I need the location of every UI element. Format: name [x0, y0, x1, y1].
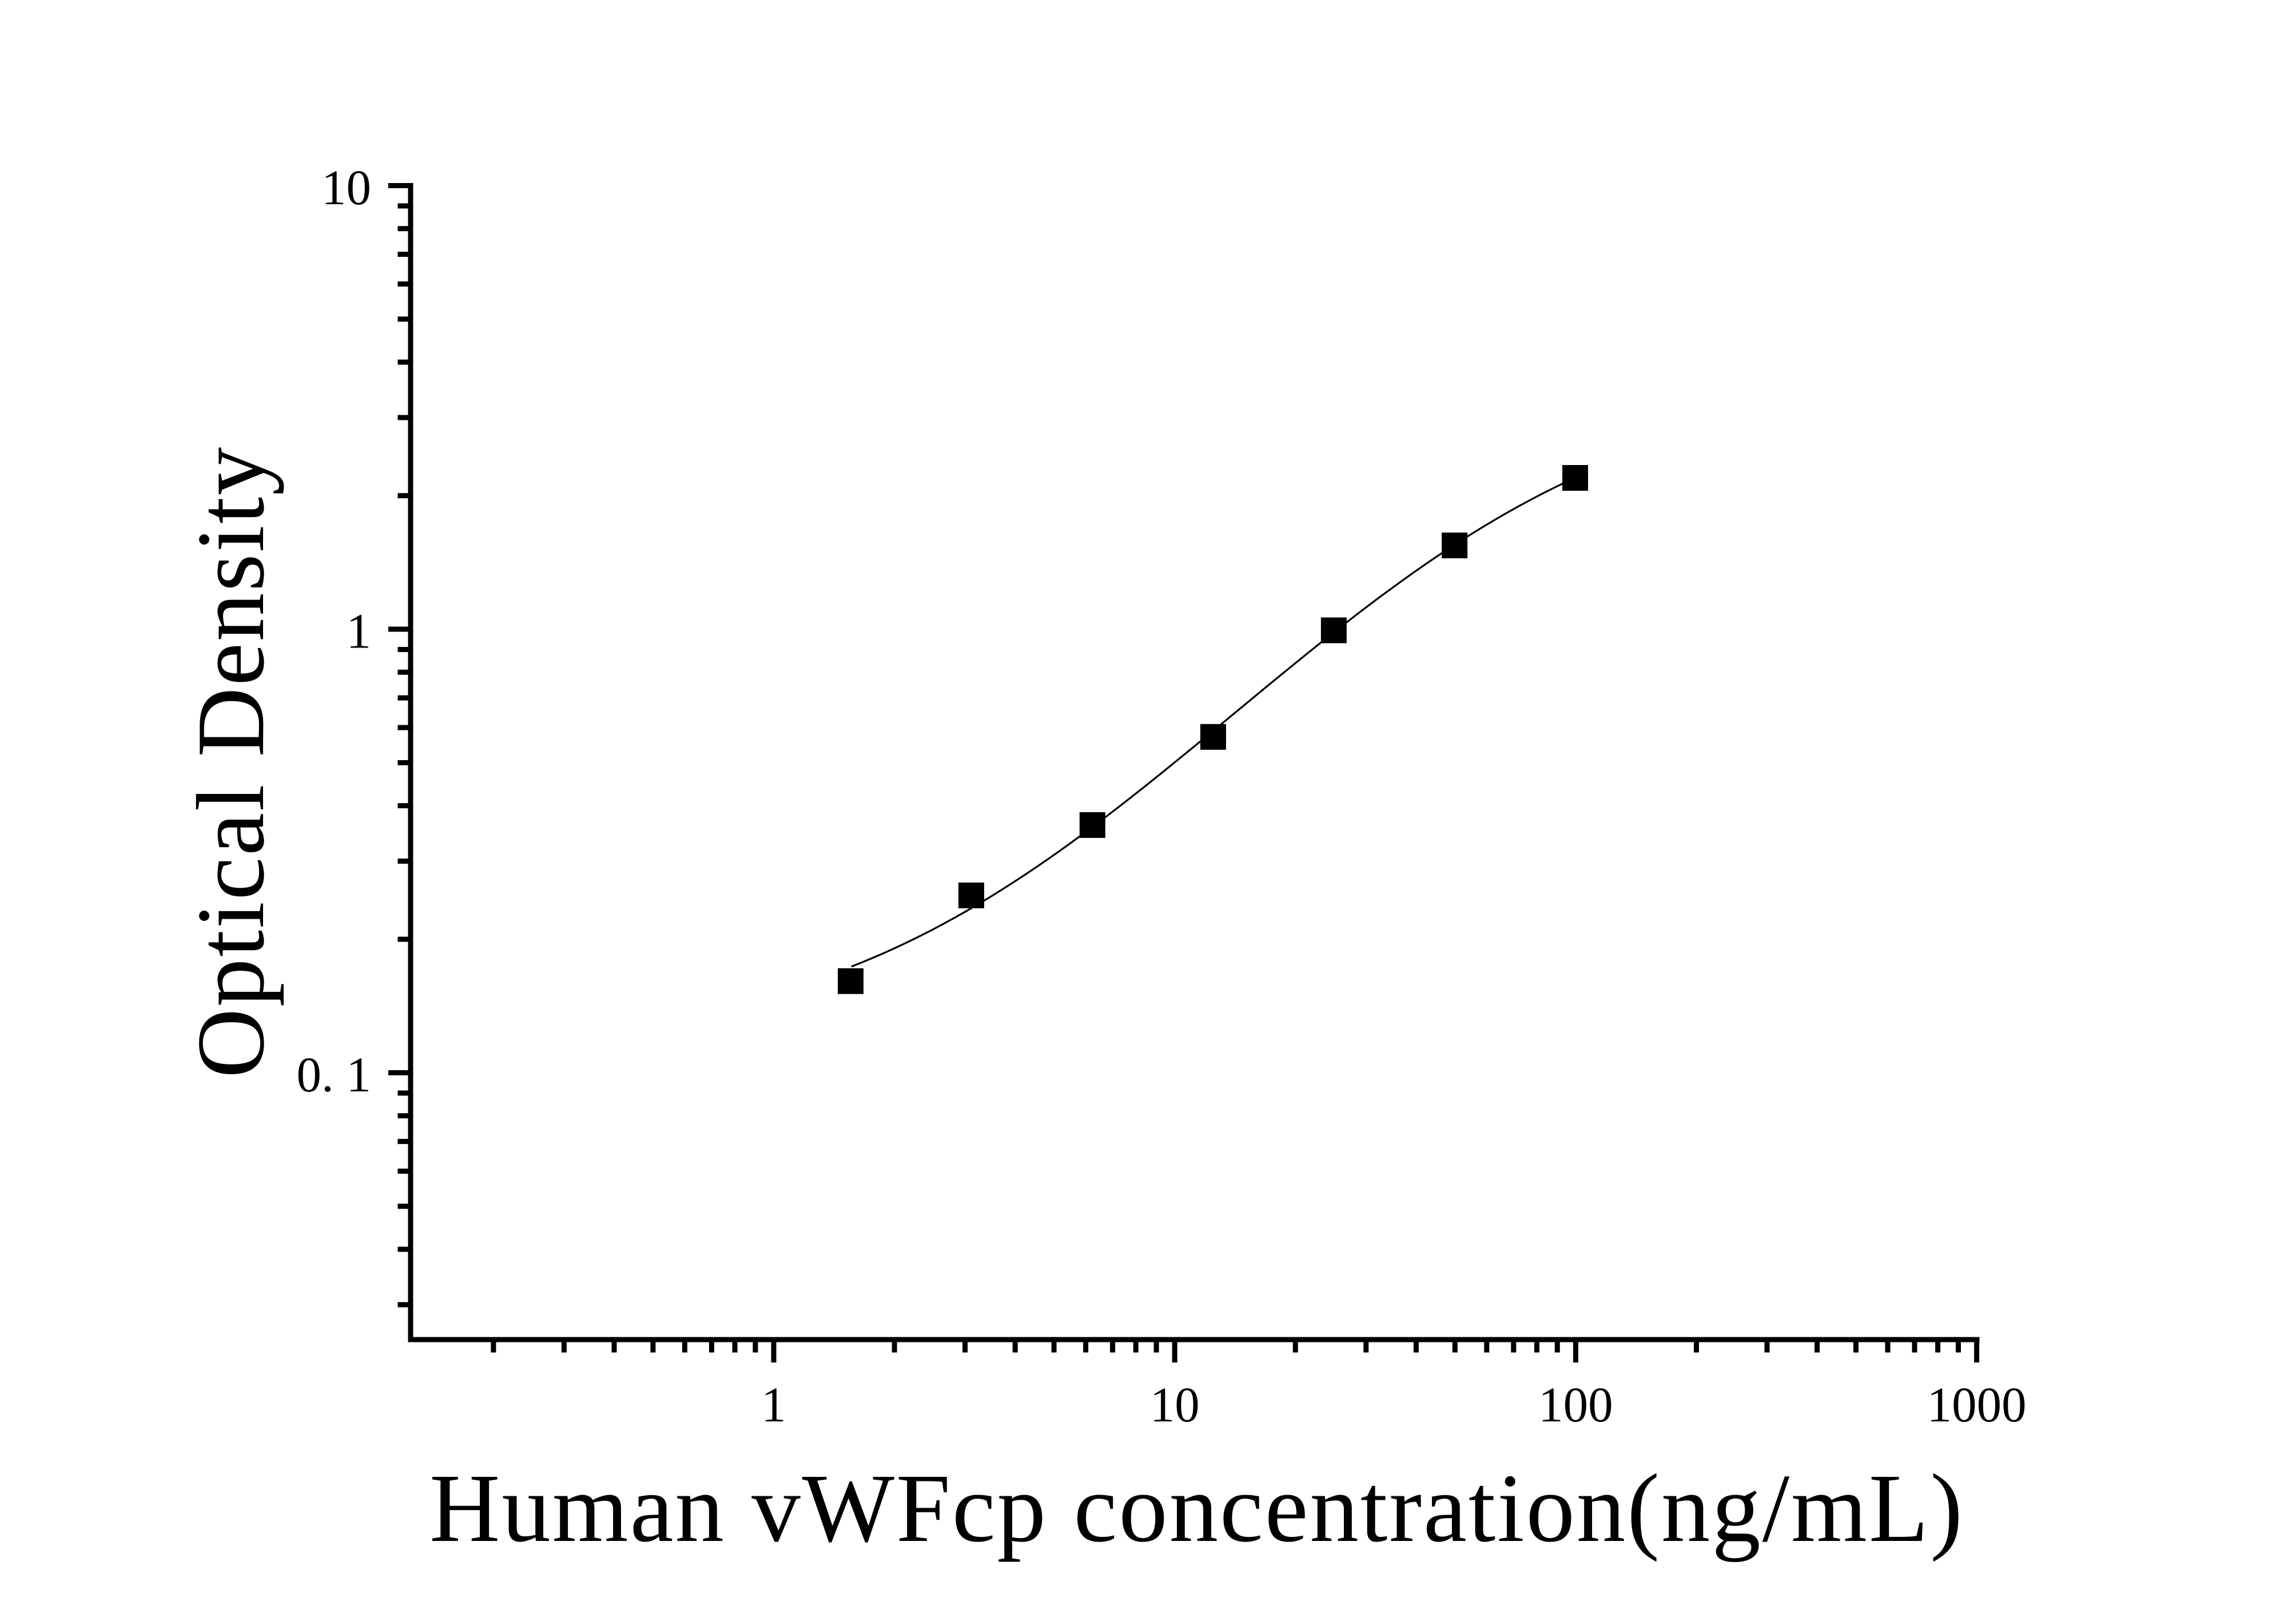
- svg-text:10: 10: [321, 160, 371, 215]
- svg-text:Human vWFcp concentration(ng/m: Human vWFcp concentration(ng/mL): [429, 1454, 1964, 1563]
- svg-text:1000: 1000: [1927, 1377, 2027, 1432]
- svg-text:0. 1: 0. 1: [297, 1047, 372, 1102]
- svg-text:1: 1: [347, 603, 372, 659]
- svg-text:10: 10: [1150, 1377, 1200, 1432]
- svg-text:100: 100: [1538, 1377, 1613, 1432]
- svg-text:1: 1: [761, 1377, 786, 1432]
- svg-text:Optical Density: Optical Density: [177, 446, 284, 1078]
